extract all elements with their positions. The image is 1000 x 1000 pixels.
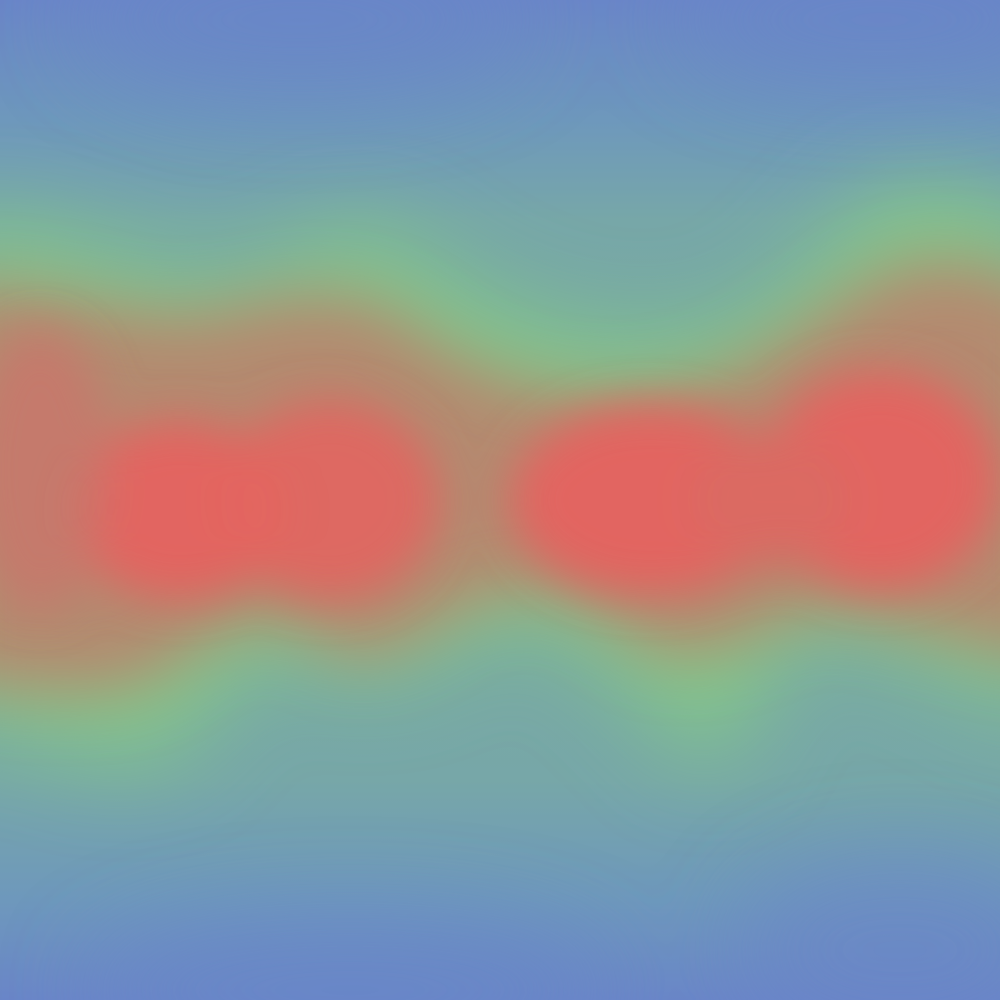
cool-corners — [80, 0, 1000, 1000]
hot-spots — [0, 330, 1000, 610]
mid-band — [0, 260, 1000, 692]
